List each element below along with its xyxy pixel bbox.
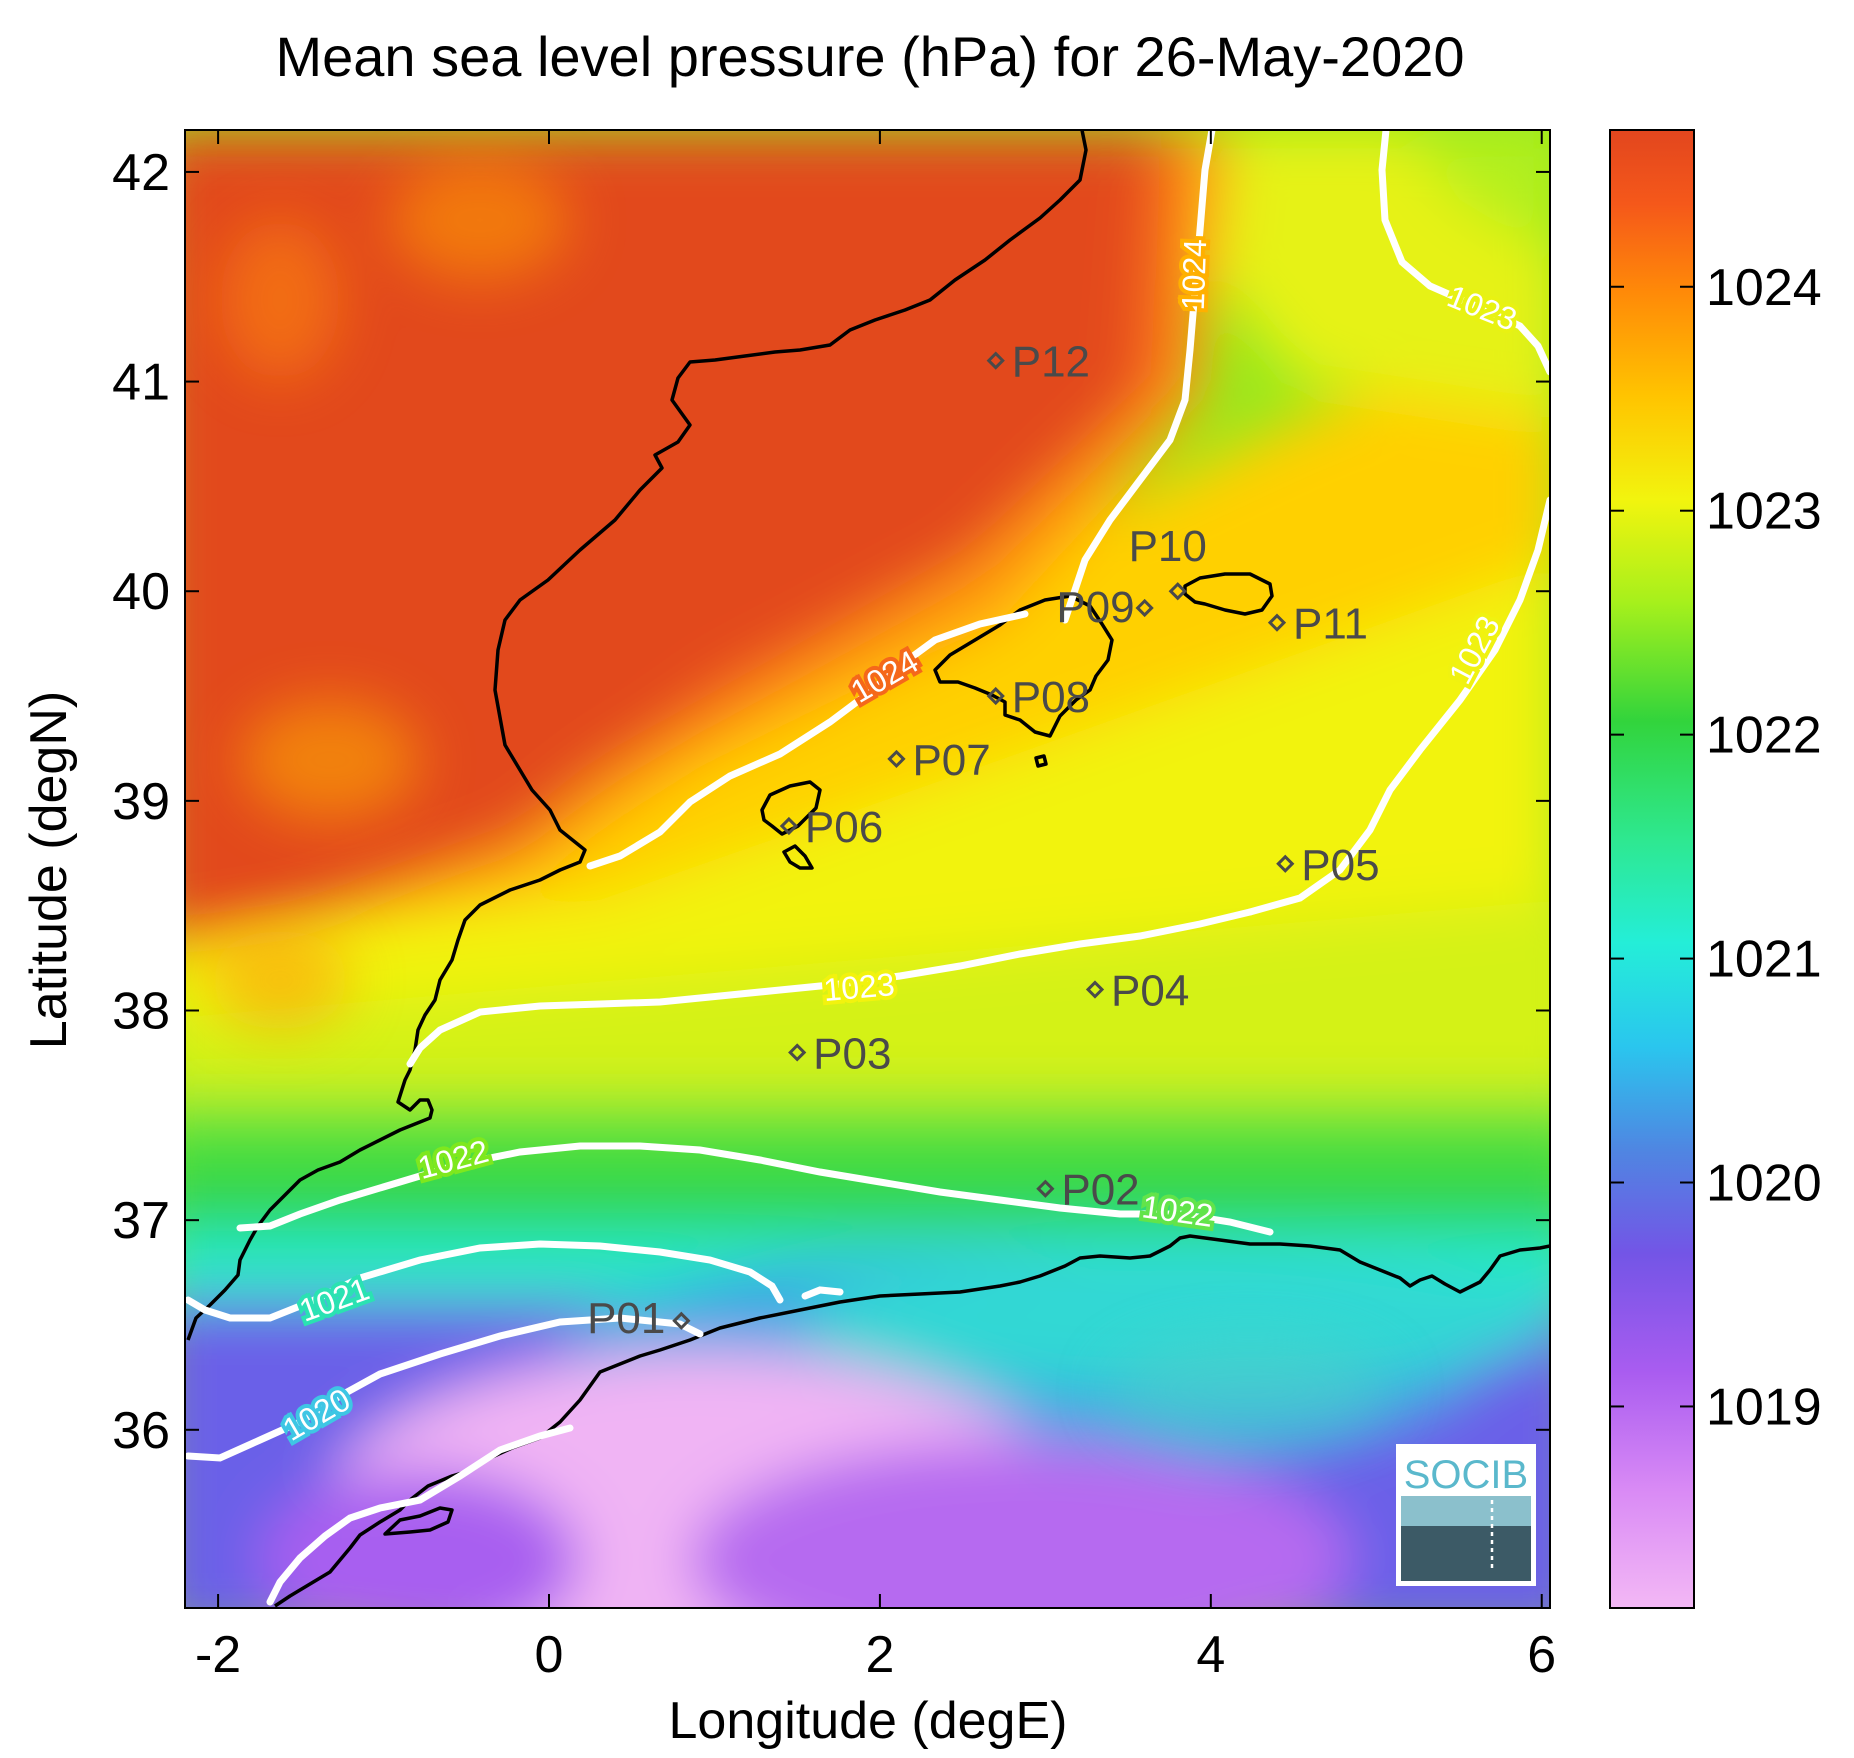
colorbar-tick-label: 1021 xyxy=(1706,931,1822,989)
alboran-island xyxy=(383,1506,454,1536)
y-tick-label: 39 xyxy=(112,773,170,831)
station-label: P11 xyxy=(1293,600,1368,649)
station-p05: P05 xyxy=(1276,841,1380,890)
station-diamond-icon xyxy=(1168,582,1187,601)
y-tick-label: 42 xyxy=(112,144,170,202)
station-p10: P10 xyxy=(1129,522,1207,601)
y-axis-label: Latitude (degN) xyxy=(20,691,78,1049)
station-label: P09 xyxy=(1056,583,1134,632)
iberian-east-coast xyxy=(186,130,1088,1341)
x-axis-ticks: -2 0 2 4 6 xyxy=(195,130,1556,1684)
isobar-1023-s xyxy=(406,908,1254,1068)
station-p09: P09 xyxy=(1056,583,1154,632)
station-p03: P03 xyxy=(788,1029,891,1078)
colorbar-tick-label: 1024 xyxy=(1706,259,1822,317)
y-tick-label: 40 xyxy=(112,563,170,621)
isobars xyxy=(185,130,1550,1606)
station-diamond-icon xyxy=(887,749,906,769)
y-tick-label: 37 xyxy=(112,1192,170,1250)
station-p07: P07 xyxy=(887,736,991,785)
isobar-1023-ne xyxy=(1378,130,1550,376)
cabrera-island xyxy=(1034,754,1048,768)
isobar-label: 1024 xyxy=(1175,238,1213,310)
isobar-1021 xyxy=(185,1240,784,1322)
station-diamond-icon xyxy=(986,351,1005,370)
x-tick-label: 0 xyxy=(535,1626,564,1684)
ibiza-island xyxy=(760,780,822,836)
isobar-1020-b xyxy=(801,1286,844,1300)
pressure-field xyxy=(185,130,1550,1608)
isobar-1024-west xyxy=(586,610,1029,870)
colorbar-ticks: 1019 1020 1021 1022 1023 1024 xyxy=(1610,259,1822,1436)
station-p12: P12 xyxy=(986,338,1090,387)
colorbar-tick-label: 1019 xyxy=(1706,1378,1822,1436)
x-tick-label: -2 xyxy=(195,1626,241,1684)
y-tick-label: 41 xyxy=(112,354,170,412)
isobar-1023-e xyxy=(1246,496,1550,916)
mallorca-island xyxy=(933,594,1114,738)
station-label: P08 xyxy=(1012,673,1090,722)
x-tick-label: 4 xyxy=(1196,1626,1225,1684)
station-diamond-icon xyxy=(1267,613,1287,632)
station-p11: P11 xyxy=(1267,600,1368,649)
station-p06: P06 xyxy=(779,803,883,852)
isobar-1024-main xyxy=(1061,130,1216,624)
y-tick-label: 38 xyxy=(112,983,170,1041)
y-axis-ticks: 36 37 38 39 40 41 42 xyxy=(112,144,1550,1460)
x-axis-label: Longitude (degE) xyxy=(669,1692,1068,1750)
station-markers: P01 P02 P03 P04 P05 P06 P07 P08 P09 P10 P11 P12 xyxy=(587,338,1380,1343)
station-diamond-icon xyxy=(1135,598,1154,618)
station-diamond-icon xyxy=(1276,854,1295,873)
isobar-1022 xyxy=(236,1142,1274,1236)
station-label: P10 xyxy=(1129,522,1207,571)
colorbar-tick-label: 1020 xyxy=(1706,1155,1822,1213)
station-diamond-icon xyxy=(986,686,1005,706)
socib-logo-text: SOCIB xyxy=(1404,1453,1528,1497)
station-diamond-icon xyxy=(1085,980,1105,999)
plot-frame xyxy=(184,129,1551,1609)
station-diamond-icon xyxy=(672,1311,691,1330)
station-label: P06 xyxy=(805,803,883,852)
station-label: P04 xyxy=(1111,967,1189,1016)
station-diamond-icon xyxy=(779,816,799,836)
colorbar-tick-label: 1022 xyxy=(1706,707,1822,765)
x-tick-label: 6 xyxy=(1527,1626,1556,1684)
chart-title: Mean sea level pressure (hPa) for 26-May… xyxy=(275,25,1464,88)
y-tick-label: 36 xyxy=(112,1402,170,1460)
colorbar-gradient xyxy=(1609,129,1695,1609)
station-diamond-icon xyxy=(1036,1179,1055,1198)
isobar-1020 xyxy=(185,1314,704,1462)
station-label: P03 xyxy=(813,1029,891,1078)
colorbar-tick-label: 1023 xyxy=(1706,483,1822,541)
isobar-label: 1023 xyxy=(822,966,896,1008)
station-label: P07 xyxy=(912,736,990,785)
station-p02: P02 xyxy=(1036,1166,1140,1215)
north-africa-coast xyxy=(274,1234,1550,1608)
menorca-island xyxy=(1183,572,1274,616)
colorbar: 1019 1020 1021 1022 1023 1024 xyxy=(1609,129,1822,1609)
socib-logo: SOCIB xyxy=(1396,1444,1536,1586)
isobar-1019 xyxy=(266,1424,574,1606)
station-p04: P04 xyxy=(1085,967,1189,1016)
x-tick-label: 2 xyxy=(865,1626,894,1684)
station-label: P12 xyxy=(1012,338,1090,387)
station-label: P01 xyxy=(587,1294,665,1343)
station-label: P02 xyxy=(1061,1166,1139,1215)
coastlines xyxy=(186,130,1550,1608)
formentera-island xyxy=(782,844,814,870)
station-p01: P01 xyxy=(587,1294,691,1343)
station-diamond-icon xyxy=(788,1043,807,1062)
station-label: P05 xyxy=(1301,841,1379,890)
station-p08: P08 xyxy=(986,673,1090,722)
